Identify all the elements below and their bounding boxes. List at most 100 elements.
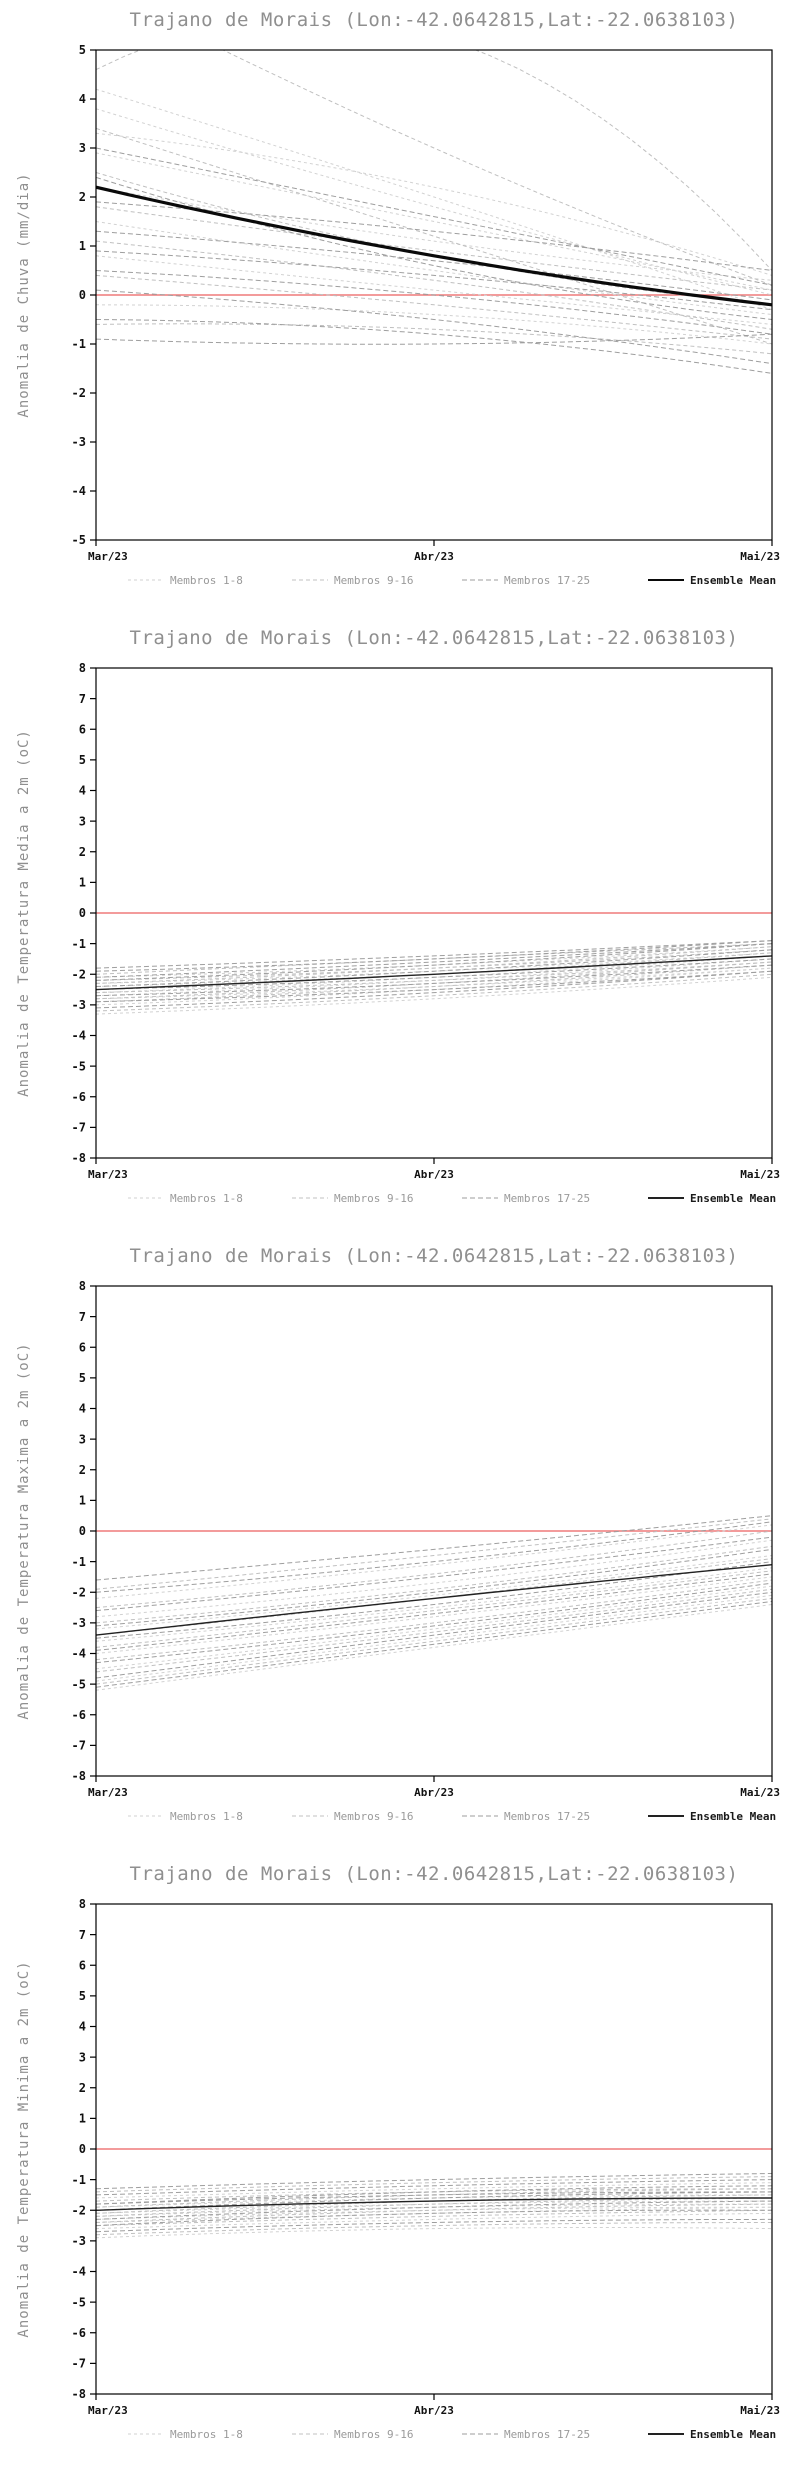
svg-text:Anomalia de Temperatura Minima: Anomalia de Temperatura Minima a 2m (oC) xyxy=(16,1960,32,2337)
svg-text:-7: -7 xyxy=(72,1121,86,1135)
svg-text:0: 0 xyxy=(79,906,86,920)
svg-text:1: 1 xyxy=(79,876,86,890)
svg-text:5: 5 xyxy=(79,1989,86,2003)
svg-text:-1: -1 xyxy=(72,2173,86,2187)
svg-text:2: 2 xyxy=(79,190,86,204)
chart-title: Trajano de Morais (Lon:-42.0642815,Lat:-… xyxy=(129,1863,739,1885)
svg-text:Membros 1-8: Membros 1-8 xyxy=(170,1192,243,1205)
svg-text:Mar/23: Mar/23 xyxy=(88,1168,128,1181)
chart-title: Trajano de Morais (Lon:-42.0642815,Lat:-… xyxy=(129,1245,739,1267)
svg-text:-7: -7 xyxy=(72,2357,86,2371)
svg-text:-5: -5 xyxy=(72,533,86,547)
svg-text:3: 3 xyxy=(79,814,86,828)
svg-text:-8: -8 xyxy=(72,2387,86,2401)
svg-text:Mai/23: Mai/23 xyxy=(740,550,780,563)
svg-text:Mai/23: Mai/23 xyxy=(740,2404,780,2417)
chart-title: Trajano de Morais (Lon:-42.0642815,Lat:-… xyxy=(129,627,739,649)
svg-text:Membros 1-8: Membros 1-8 xyxy=(170,574,243,587)
svg-text:Membros 1-8: Membros 1-8 xyxy=(170,1810,243,1823)
svg-text:Mai/23: Mai/23 xyxy=(740,1168,780,1181)
svg-text:-2: -2 xyxy=(72,386,86,400)
svg-text:0: 0 xyxy=(79,288,86,302)
svg-text:-2: -2 xyxy=(72,2203,86,2217)
svg-text:0: 0 xyxy=(79,1524,86,1538)
svg-text:-6: -6 xyxy=(72,1090,86,1104)
svg-text:Abr/23: Abr/23 xyxy=(414,2404,454,2417)
svg-text:Abr/23: Abr/23 xyxy=(414,1168,454,1181)
svg-text:7: 7 xyxy=(79,1928,86,1942)
svg-text:8: 8 xyxy=(79,661,86,675)
svg-text:1: 1 xyxy=(79,239,86,253)
svg-text:Membros 17-25: Membros 17-25 xyxy=(504,2428,590,2441)
svg-text:-4: -4 xyxy=(72,484,86,498)
svg-text:6: 6 xyxy=(79,1340,86,1354)
svg-text:2: 2 xyxy=(79,2081,86,2095)
svg-text:6: 6 xyxy=(79,1958,86,1972)
svg-text:-7: -7 xyxy=(72,1739,86,1753)
svg-text:Membros 17-25: Membros 17-25 xyxy=(504,574,590,587)
svg-text:Mai/23: Mai/23 xyxy=(740,1786,780,1799)
svg-text:-4: -4 xyxy=(72,1029,86,1043)
svg-text:Ensemble Mean: Ensemble Mean xyxy=(690,1192,776,1205)
svg-text:6: 6 xyxy=(79,722,86,736)
max-temp-anomaly-chart: -8 -7 -6 -5 -4 -3 -2 -1 0 1 2 3 4 5 6 7 8 Mar/23 Abr/23 Mai… xyxy=(16,1279,780,1823)
svg-text:Membros 1-8: Membros 1-8 xyxy=(170,2428,243,2441)
rain-anomaly-chart: -5 -4 -3 -2 -1 0 1 2 3 4 5 Mar/23 Abr/23 Mai/23 Anomal… xyxy=(16,43,780,587)
panel-min-temp-anomaly: Trajano de Morais (Lon:-42.0642815,Lat:-… xyxy=(0,1854,800,2472)
svg-text:-2: -2 xyxy=(72,967,86,981)
panel-rain-anomaly: Trajano de Morais (Lon:-42.0642815,Lat:-… xyxy=(0,0,800,618)
svg-text:7: 7 xyxy=(79,1310,86,1324)
svg-text:-4: -4 xyxy=(72,2265,86,2279)
svg-text:-2: -2 xyxy=(72,1585,86,1599)
svg-text:5: 5 xyxy=(79,1371,86,1385)
svg-text:Membros 9-16: Membros 9-16 xyxy=(334,2428,413,2441)
svg-text:7: 7 xyxy=(79,692,86,706)
min-temp-anomaly-chart: -8 -7 -6 -5 -4 -3 -2 -1 0 1 2 3 4 5 6 7 8 Mar/23 Abr/23 Mai… xyxy=(16,1897,780,2441)
svg-text:3: 3 xyxy=(79,141,86,155)
svg-text:5: 5 xyxy=(79,43,86,57)
svg-text:-8: -8 xyxy=(72,1151,86,1165)
svg-text:8: 8 xyxy=(79,1279,86,1293)
svg-text:5: 5 xyxy=(79,753,86,767)
svg-text:-5: -5 xyxy=(72,2295,86,2309)
mean-temp-anomaly-chart: -8 -7 -6 -5 -4 -3 -2 -1 0 1 2 3 4 5 6 7 8 Mar/23 Abr/23 Mai… xyxy=(16,661,780,1205)
svg-text:-3: -3 xyxy=(72,1616,86,1630)
svg-text:Mar/23: Mar/23 xyxy=(88,1786,128,1799)
svg-text:-4: -4 xyxy=(72,1647,86,1661)
svg-text:Anomalia de Temperatura Media: Anomalia de Temperatura Media a 2m (oC) xyxy=(16,729,32,1097)
svg-text:4: 4 xyxy=(79,92,86,106)
panel-mean-temp-anomaly: Trajano de Morais (Lon:-42.0642815,Lat:-… xyxy=(0,618,800,1236)
panel-max-temp-anomaly: Trajano de Morais (Lon:-42.0642815,Lat:-… xyxy=(0,1236,800,1854)
svg-text:Abr/23: Abr/23 xyxy=(414,1786,454,1799)
svg-text:-3: -3 xyxy=(72,998,86,1012)
svg-text:3: 3 xyxy=(79,2050,86,2064)
svg-text:8: 8 xyxy=(79,1897,86,1911)
svg-text:2: 2 xyxy=(79,845,86,859)
svg-text:4: 4 xyxy=(79,1402,86,1416)
svg-text:1: 1 xyxy=(79,1494,86,1508)
svg-text:1: 1 xyxy=(79,2112,86,2126)
chart-title: Trajano de Morais (Lon:-42.0642815,Lat:-… xyxy=(129,9,739,31)
svg-text:Mar/23: Mar/23 xyxy=(88,550,128,563)
svg-text:0: 0 xyxy=(79,2142,86,2156)
svg-text:Membros 17-25: Membros 17-25 xyxy=(504,1810,590,1823)
svg-text:-1: -1 xyxy=(72,937,86,951)
svg-text:-6: -6 xyxy=(72,2326,86,2340)
svg-text:Membros 9-16: Membros 9-16 xyxy=(334,1192,413,1205)
svg-text:-3: -3 xyxy=(72,2234,86,2248)
svg-text:-1: -1 xyxy=(72,1555,86,1569)
svg-text:4: 4 xyxy=(79,784,86,798)
svg-text:-8: -8 xyxy=(72,1769,86,1783)
svg-text:Ensemble Mean: Ensemble Mean xyxy=(690,1810,776,1823)
svg-text:4: 4 xyxy=(79,2020,86,2034)
svg-text:Ensemble Mean: Ensemble Mean xyxy=(690,574,776,587)
svg-text:Abr/23: Abr/23 xyxy=(414,550,454,563)
svg-text:-6: -6 xyxy=(72,1708,86,1722)
svg-text:Membros 9-16: Membros 9-16 xyxy=(334,1810,413,1823)
svg-text:Membros 17-25: Membros 17-25 xyxy=(504,1192,590,1205)
svg-text:3: 3 xyxy=(79,1432,86,1446)
svg-text:Ensemble Mean: Ensemble Mean xyxy=(690,2428,776,2441)
svg-text:-3: -3 xyxy=(72,435,86,449)
svg-text:-1: -1 xyxy=(72,337,86,351)
